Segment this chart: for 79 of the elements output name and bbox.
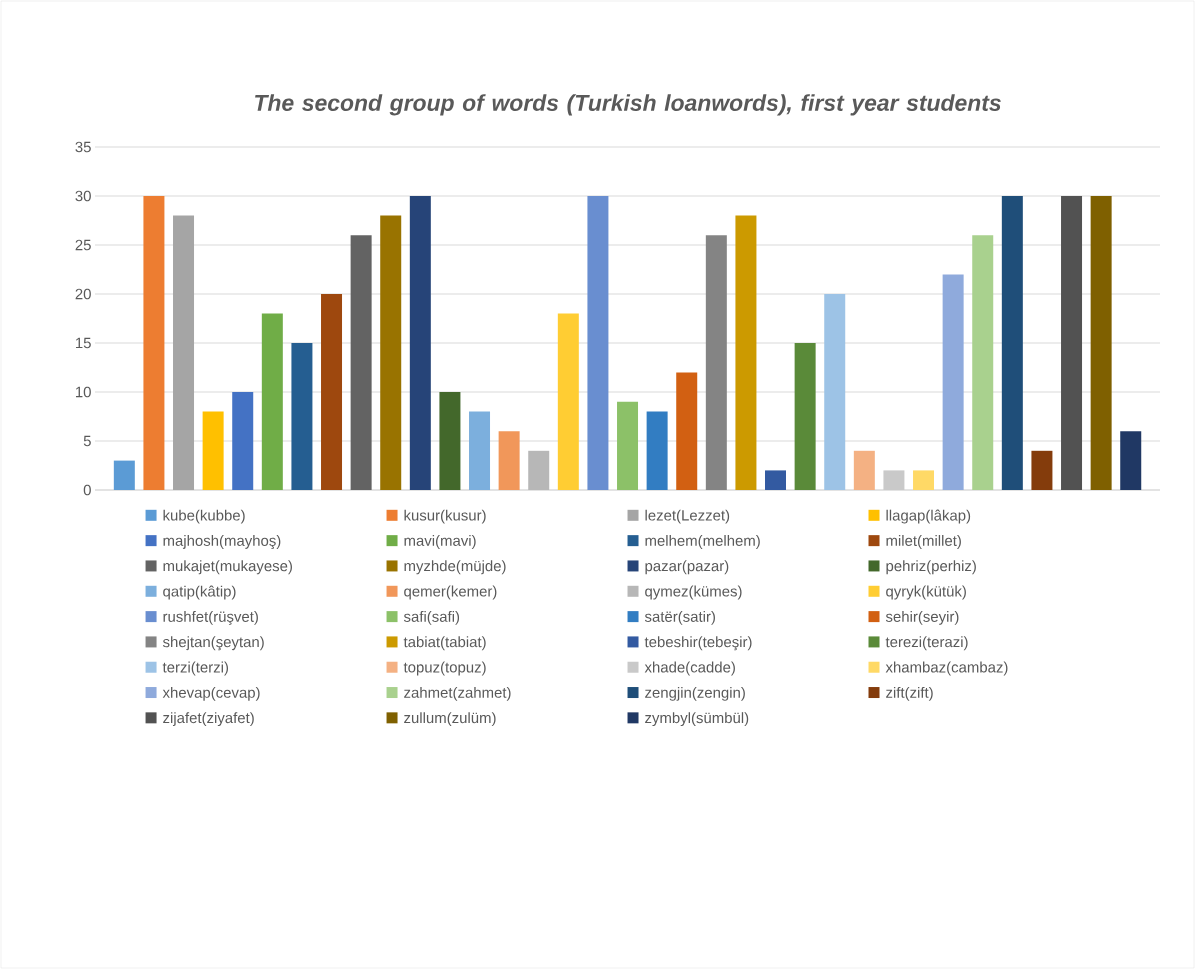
bar [291,343,313,490]
legend-label: zullum(zulüm) [404,712,496,727]
y-tick-label: 25 [75,239,91,251]
legend-label: xhevap(cevap) [162,686,260,701]
bar [617,401,639,490]
legend-label: qemer(kemer) [404,585,497,600]
bar [173,215,195,490]
bar [498,431,520,490]
bar [321,294,343,490]
legend-label: kusur(kusur) [404,509,486,524]
legend-label: zijafet(ziyafet) [163,712,254,727]
bar [1031,450,1053,490]
bar [1090,195,1112,490]
y-tick-label: 35 [75,141,91,153]
bar [913,470,935,490]
legend-label: lezet(Lezzet) [645,509,730,524]
bar [824,294,846,490]
legend-label: terzi(terzi) [162,661,229,676]
legend-label: milet(millet) [886,534,961,549]
legend-label: rushfet(rüşvet) [163,610,258,625]
legend-label: topuz(topuz) [403,661,486,676]
legend-label: melhem(melhem) [645,534,760,549]
bar [469,411,491,490]
legend-label: kube(kubbe) [163,509,245,524]
bar [1120,431,1142,490]
legend-label: mukajet(mukayese) [163,560,292,575]
bar [409,195,431,490]
legend-label: zengjin(zengin) [645,686,745,701]
legend-label: xhambaz(cambaz) [885,661,1008,676]
bar [705,235,727,490]
legend-label: tebeshir(tebeşir) [644,636,752,651]
legend-label: myzhde(müjde) [404,560,506,575]
bar [439,392,461,490]
legend-label: mavi(mavi) [404,534,476,549]
y-tick-label: 0 [83,484,91,496]
bar [380,215,402,490]
bar [646,411,668,490]
bar [350,235,372,490]
y-tick-label: 5 [83,435,91,447]
legend-label: zahmet(zahmet) [404,686,511,701]
legend-label: pazar(pazar) [645,560,729,575]
legend-label: tabiat(tabiat) [403,636,486,651]
y-tick-label: 15 [76,337,91,349]
bar [853,450,875,490]
legend-label: qyryk(kütük) [886,585,966,600]
bar [261,313,283,490]
bar [557,313,579,490]
legend-label: sehir(seyir) [885,610,959,625]
bar [942,274,964,490]
legend-label: shejtan(şeytan) [162,636,264,651]
legend-label: xhade(cadde) [644,661,735,676]
bar [883,470,905,490]
bar [143,195,165,490]
y-tick-label: 10 [76,386,91,398]
bar [232,392,254,490]
legend-label: qymez(kümes) [645,585,742,600]
bar [765,470,787,490]
bar [1061,195,1083,490]
legend-label: qatip(kâtip) [163,585,236,600]
bar [1001,195,1023,490]
legend-label: satër(satir) [644,610,715,625]
bar [676,372,698,490]
bar [202,411,224,490]
bar [972,235,994,490]
legend-label: pehriz(perhiz) [886,560,976,575]
chart-title: The second group of words (Turkish loanwords), first year students [255,94,1001,116]
bar [113,460,135,490]
legend-label: majhosh(mayhoş) [163,534,281,549]
y-tick-label: 20 [75,288,91,300]
bar [528,450,550,490]
legend-label: safi(safi) [403,610,460,625]
legend-label: llagap(lâkap) [886,509,971,524]
bar [587,195,609,490]
legend-label: zift(zift) [886,686,933,701]
legend-label: terezi(terazi) [885,636,968,651]
bar [794,343,816,490]
bar [735,215,757,490]
y-tick-label: 30 [75,190,91,202]
legend-label: zymbyl(sümbül) [645,712,749,727]
